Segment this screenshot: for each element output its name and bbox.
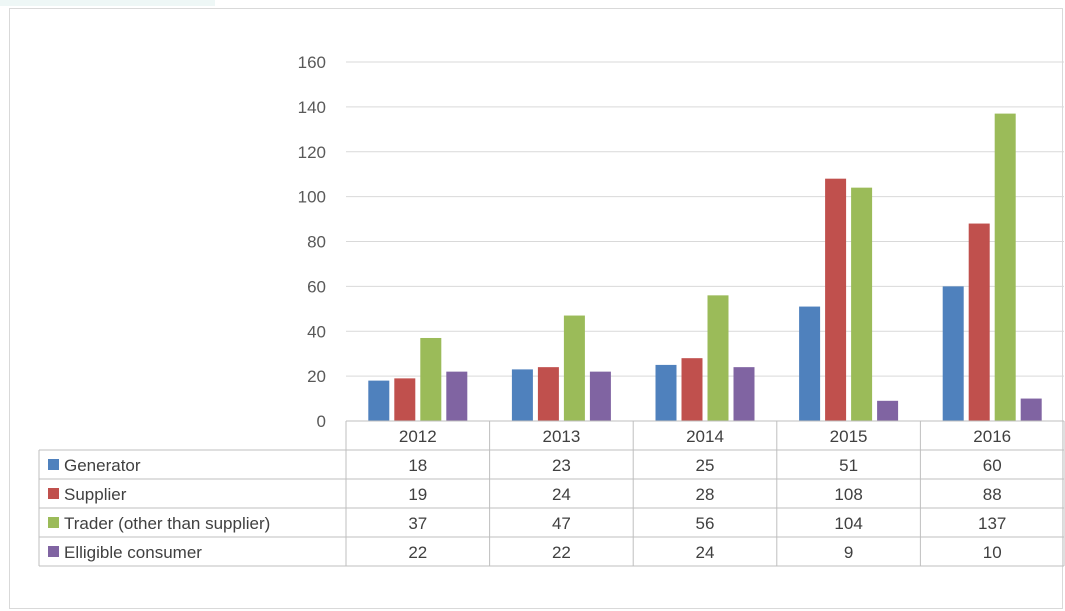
table-cell-value: 9 <box>844 543 853 562</box>
x-tick-label: 2013 <box>542 427 580 446</box>
bar-supplier-2016 <box>968 223 990 421</box>
legend-label: Trader (other than supplier) <box>64 514 270 533</box>
legend-label: Generator <box>64 456 141 475</box>
y-tick-label: 160 <box>298 53 326 72</box>
x-tick-label: 2012 <box>399 427 437 446</box>
table-cell-value: 24 <box>552 485 571 504</box>
bar-trader-other-than-supplier--2014 <box>707 295 729 421</box>
bar-supplier-2013 <box>537 367 559 421</box>
bar-elligible-consumer-2013 <box>589 371 611 421</box>
legend-label: Supplier <box>64 485 127 504</box>
bar-elligible-consumer-2015 <box>877 400 899 421</box>
y-tick-label: 80 <box>307 233 326 252</box>
bar-elligible-consumer-2014 <box>733 367 755 421</box>
table-cell-value: 60 <box>983 456 1002 475</box>
y-tick-label: 140 <box>298 98 326 117</box>
bar-generator-2013 <box>511 369 533 421</box>
table-cell-value: 137 <box>978 514 1006 533</box>
y-tick-label: 20 <box>307 367 326 386</box>
legend-label: Elligible consumer <box>64 543 202 562</box>
legend-swatch <box>48 546 59 557</box>
x-tick-label: 2014 <box>686 427 724 446</box>
bar-trader-other-than-supplier--2015 <box>851 187 873 421</box>
table-cell-value: 22 <box>552 543 571 562</box>
table-cell-value: 108 <box>834 485 862 504</box>
table-cell-value: 56 <box>696 514 715 533</box>
table-cell-value: 28 <box>696 485 715 504</box>
bar-supplier-2014 <box>681 358 703 421</box>
legend-swatch <box>48 517 59 528</box>
table-cell-value: 24 <box>696 543 715 562</box>
table-cell-value: 88 <box>983 485 1002 504</box>
bar-generator-2014 <box>655 364 677 421</box>
table-cell-value: 37 <box>408 514 427 533</box>
table-cell-value: 22 <box>408 543 427 562</box>
x-tick-label: 2016 <box>973 427 1011 446</box>
bar-elligible-consumer-2016 <box>1020 398 1042 421</box>
y-tick-label: 0 <box>317 412 326 431</box>
bar-generator-2015 <box>799 306 821 421</box>
table-cell-value: 47 <box>552 514 571 533</box>
bar-trader-other-than-supplier--2013 <box>563 315 585 421</box>
table-cell-value: 18 <box>408 456 427 475</box>
y-axis-ticks: 0 20 40 60 80 100 120 140 160 <box>298 53 326 431</box>
table-cell-value: 25 <box>696 456 715 475</box>
y-tick-label: 60 <box>307 277 326 296</box>
legend-swatch <box>48 488 59 499</box>
table-cell-value: 10 <box>983 543 1002 562</box>
bar-trader-other-than-supplier--2012 <box>420 337 442 421</box>
bar-generator-2012 <box>368 380 390 421</box>
legend-swatch <box>48 459 59 470</box>
y-tick-label: 40 <box>307 322 326 341</box>
bar-generator-2016 <box>942 286 964 421</box>
bar-supplier-2012 <box>394 378 416 421</box>
y-tick-label: 120 <box>298 143 326 162</box>
table-cell-value: 104 <box>834 514 862 533</box>
table-cell-value: 19 <box>408 485 427 504</box>
bar-supplier-2015 <box>825 178 847 421</box>
y-tick-label: 100 <box>298 188 326 207</box>
bars <box>368 113 1042 421</box>
x-tick-label: 2015 <box>830 427 868 446</box>
data-table: 2012 2013 2014 2015 2016 Generator 18 23 25 51 60 S… <box>38 420 1065 567</box>
corner-highlight <box>0 0 215 6</box>
bar-trader-other-than-supplier--2016 <box>994 113 1016 421</box>
bar-elligible-consumer-2012 <box>446 371 468 421</box>
chart-frame <box>9 8 1063 609</box>
table-cell-value: 23 <box>552 456 571 475</box>
table-cell-value: 51 <box>839 456 858 475</box>
